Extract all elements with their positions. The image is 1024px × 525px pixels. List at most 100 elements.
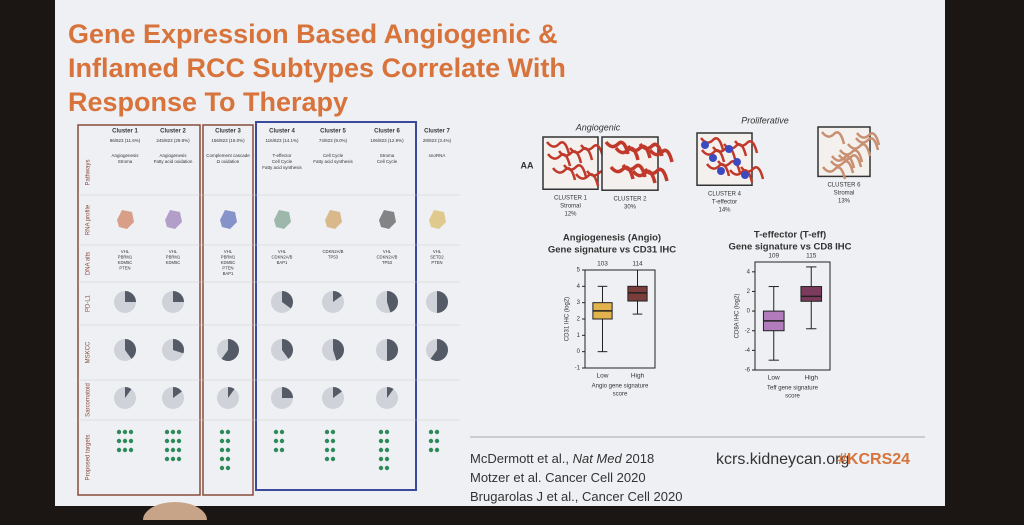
- y-tick-label: -6: [745, 368, 751, 374]
- target-dot: [428, 429, 434, 435]
- x-axis-label: score: [785, 394, 800, 400]
- vessel: [839, 149, 864, 163]
- target-dot: [116, 447, 122, 453]
- target-dot: [219, 447, 225, 453]
- target-dot: [225, 429, 231, 435]
- rna-profile: [379, 210, 396, 229]
- pathway: Cell Cycle: [323, 153, 344, 158]
- dna-alt: KDM5C: [221, 260, 236, 265]
- x-tick-label: High: [631, 373, 645, 380]
- y-axis-label: CD31 IHC (log2): [565, 297, 571, 341]
- target-dot: [225, 465, 231, 471]
- pathway: Fatty acid synthesis: [262, 165, 302, 170]
- vessel: [552, 167, 577, 181]
- dna-alt: TP53: [328, 255, 339, 260]
- target-dot: [330, 456, 336, 462]
- pie-slice: [430, 339, 449, 362]
- pie-slice: [282, 387, 293, 398]
- target-dot: [330, 447, 336, 453]
- chart-title: Angiogenesis (Angio): [563, 233, 661, 244]
- y-tick-label: 4: [747, 269, 751, 275]
- target-dot: [122, 447, 128, 453]
- panel-label: Angiogenic: [575, 122, 621, 132]
- dna-alt: VHL: [121, 249, 130, 254]
- dna-alt: VHL: [224, 249, 233, 254]
- target-dot: [170, 456, 176, 462]
- pathway: Cell Cycle: [377, 159, 398, 164]
- y-tick-label: 5: [577, 268, 581, 274]
- x-tick-label: High: [805, 375, 819, 382]
- y-tick-label: 3: [577, 300, 581, 306]
- vessel: [547, 153, 572, 167]
- dna-alt: VHL: [278, 249, 287, 254]
- x-axis-label: score: [613, 392, 628, 398]
- target-dot: [176, 456, 182, 462]
- target-dot: [378, 438, 384, 444]
- immune-cell: [717, 167, 725, 175]
- pie-slice: [228, 387, 235, 398]
- n-label: 103: [597, 261, 608, 268]
- pathway: Complement cascade: [206, 153, 250, 158]
- image-caption: CLUSTER 2: [613, 197, 647, 203]
- immune-cell: [741, 171, 749, 179]
- dna-alt: BAP1: [223, 271, 234, 276]
- target-dot: [324, 429, 330, 435]
- target-dot: [128, 429, 134, 435]
- pie-slice: [387, 291, 398, 313]
- pie-slice: [173, 339, 185, 354]
- dna-alt: PBRM1: [166, 255, 181, 260]
- vessel: [701, 149, 726, 163]
- chart-title: T-effector (T-eff): [754, 230, 826, 241]
- cluster-name: Cluster 1: [112, 129, 138, 135]
- citation: Motzer et al. Cancer Cell 2020: [470, 470, 646, 485]
- x-axis-label: Teff gene signature: [767, 386, 819, 392]
- target-dot: [378, 465, 384, 471]
- y-tick-label: 2: [747, 289, 751, 295]
- target-dot: [279, 438, 285, 444]
- y-tick-label: 2: [577, 317, 581, 323]
- target-dot: [324, 447, 330, 453]
- y-tick-label: 0: [747, 309, 751, 315]
- dna-alt: CDKN2A/B: [377, 255, 398, 260]
- title-line: Inflamed RCC Subtypes Correlate With: [68, 53, 566, 83]
- dna-alt: SETD2: [430, 255, 444, 260]
- x-axis-label: Angio gene signature: [592, 384, 649, 390]
- image-caption: CLUSTER 6: [827, 183, 861, 189]
- chart-title: Gene signature vs CD8 IHC: [728, 242, 851, 253]
- target-dot: [273, 438, 279, 444]
- pie-slice: [125, 339, 137, 359]
- target-dot: [378, 456, 384, 462]
- vessel: [706, 163, 731, 177]
- vessel: [546, 141, 571, 155]
- target-dot: [225, 456, 231, 462]
- target-dot: [219, 456, 225, 462]
- image-caption: CLUSTER 4: [708, 192, 742, 198]
- target-dot: [219, 429, 225, 435]
- cluster-name: Cluster 4: [269, 129, 295, 135]
- n-label: 109: [768, 253, 779, 260]
- pathway: T-effector: [273, 153, 292, 158]
- dna-alt: PTEN: [222, 266, 233, 271]
- cluster-count: 156/823 (19.0%): [211, 138, 245, 143]
- y-tick-label: 0: [577, 349, 581, 355]
- title-line: Gene Expression Based Angiogenic &: [68, 19, 558, 49]
- cluster-name: Cluster 3: [215, 129, 241, 135]
- immune-cell: [709, 154, 717, 162]
- dna-alt: PTEN: [431, 260, 442, 265]
- target-dot: [384, 456, 390, 462]
- vessel: [729, 169, 754, 183]
- y-tick-label: -1: [575, 366, 581, 372]
- pie-slice: [387, 387, 394, 398]
- target-dot: [330, 429, 336, 435]
- target-dot: [324, 438, 330, 444]
- pie-slice: [333, 339, 344, 361]
- y-tick-label: 1: [577, 333, 581, 339]
- target-dot: [434, 447, 440, 453]
- target-dot: [164, 438, 170, 444]
- citation-part: McDermott et al.,: [470, 451, 573, 466]
- row-label: Pathways: [86, 159, 92, 185]
- vessel: [855, 137, 880, 151]
- target-dot: [378, 447, 384, 453]
